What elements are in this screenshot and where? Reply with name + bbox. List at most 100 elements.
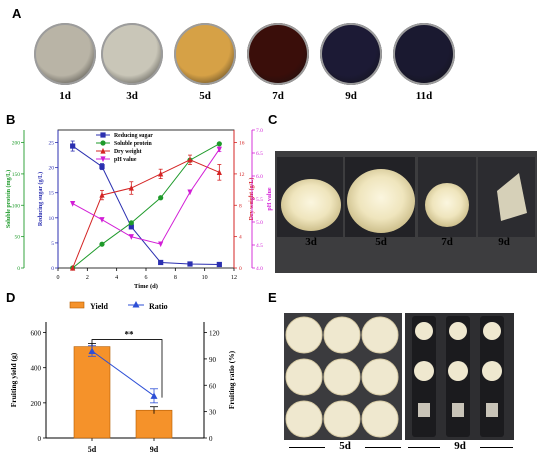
bag-label	[418, 403, 430, 417]
fruiting-body-photo-c	[275, 151, 537, 273]
fruiting-body-5d	[361, 400, 399, 438]
data-point	[187, 156, 193, 163]
plate-label-5d: 5d	[199, 90, 211, 102]
fruiting-body-9d	[448, 361, 468, 381]
fruiting-photo-e-drawing	[284, 313, 514, 440]
photo-e-label-9d: 9d	[440, 440, 480, 452]
series-line	[72, 159, 220, 269]
ph-tick-label: 6.0	[256, 174, 263, 180]
y-tick-label: 200	[31, 400, 42, 408]
dry-weight-tick-label: 0	[239, 266, 242, 272]
series-ph-value	[70, 146, 222, 248]
plate-label-1d: 1d	[59, 90, 71, 102]
data-point	[216, 146, 222, 153]
reducing-sugar-tick-label: 10	[49, 216, 55, 222]
plate-label-9d: 9d	[345, 90, 357, 102]
plate-label-7d: 7d	[272, 90, 284, 102]
data-point	[158, 170, 164, 177]
photo-c-label-3d: 3d	[305, 236, 317, 248]
fruiting-body-5d	[285, 400, 323, 438]
fruiting-body-9d	[449, 322, 467, 340]
panel-d-letter: D	[6, 290, 16, 305]
data-point	[216, 261, 222, 268]
data-point	[70, 143, 76, 149]
series-line	[72, 145, 220, 265]
dry-weight-tick-label: 16	[239, 141, 245, 147]
ph-tick-label: 6.5	[256, 151, 263, 157]
ratio-point	[150, 392, 158, 399]
legend-marker	[100, 147, 106, 154]
photo-c-label-5d: 5d	[375, 236, 387, 248]
fruiting-body-5d	[323, 358, 361, 396]
reducing-sugar-tick-label: 20	[49, 166, 55, 172]
soluble-protein-tick-label: 150	[12, 172, 21, 178]
yield-bar	[73, 346, 111, 439]
soluble-protein-tick-label: 200	[12, 141, 21, 147]
x-tick-label: 10	[202, 275, 208, 281]
fruiting-body-9d	[414, 361, 434, 381]
data-point	[99, 241, 105, 247]
reducing-sugar-axis-label: Reducing sugar (g/L)	[37, 172, 44, 226]
data-point	[70, 264, 76, 271]
ph-tick-label: 4.0	[256, 266, 263, 272]
data-point	[99, 217, 105, 223]
soluble-protein-tick-label: 50	[15, 235, 21, 241]
fruiting-body-9d	[415, 322, 433, 340]
x-tick-label: 12	[231, 275, 237, 281]
x-tick-label: 2	[86, 275, 89, 281]
legend-label: Reducing sugar	[114, 133, 153, 139]
ph-tick-label: 4.5	[256, 243, 263, 249]
fruiting-body-3d	[281, 179, 341, 231]
soluble-protein-tick-label: 0	[17, 266, 20, 272]
series-reducing-sugar	[70, 140, 222, 268]
data-point	[128, 220, 134, 226]
x-tick-label: 4	[115, 275, 118, 281]
ph-axis-label: pH value	[267, 187, 273, 211]
x-category-label: 5d	[88, 445, 97, 454]
legend-label-ratio: Ratio	[149, 302, 168, 311]
data-point	[187, 261, 193, 267]
fruiting-body-5d	[285, 316, 323, 354]
data-point	[158, 259, 164, 266]
y2-tick-label: 120	[209, 330, 220, 338]
y2-tick-label: 30	[209, 409, 217, 417]
data-point	[99, 164, 105, 170]
y-tick-label: 400	[31, 365, 42, 373]
data-point	[70, 201, 76, 207]
x-tick-label: 8	[174, 275, 177, 281]
yield-chart: 0 200 400 600 0 30 60 90 120 Fruiting yield (g) Fr…	[9, 301, 236, 454]
legend-label: Soluble protein	[114, 141, 153, 147]
legend-marker	[100, 132, 106, 138]
plate-label-3d: 3d	[126, 90, 138, 102]
culture-plate-1d	[34, 23, 96, 85]
bag-label	[486, 403, 498, 417]
legend-label: Dry weight	[114, 149, 142, 155]
y-tick-label: 600	[31, 330, 42, 338]
y-tick-label: 0	[38, 435, 42, 443]
fruiting-body-9d	[482, 361, 502, 381]
chart-legend: Yield Ratio	[69, 301, 168, 311]
y2-tick-label: 0	[209, 435, 213, 443]
culture-plate-7d	[247, 23, 309, 85]
fruiting-photo-c-drawing	[275, 151, 537, 273]
data-point	[216, 141, 222, 147]
series-line	[72, 149, 220, 245]
x-tick-label: 6	[145, 275, 148, 281]
data-point	[128, 224, 134, 230]
legend-label: pH value	[114, 157, 137, 163]
significance-bracket	[91, 339, 163, 398]
plate-label-11d: 11d	[415, 90, 433, 102]
data-point	[158, 241, 164, 248]
x-axis-label: Time (d)	[134, 283, 158, 290]
fruiting-body-5d	[323, 400, 361, 438]
legend-marker	[100, 156, 106, 163]
dry-weight-tick-label: 4	[239, 235, 242, 241]
culture-plate-5d	[174, 23, 236, 85]
x-category-label: 9d	[150, 445, 159, 454]
fruiting-body-7d	[425, 183, 469, 227]
panel-a-letter: A	[12, 6, 22, 21]
panel-b-letter: B	[6, 112, 16, 127]
photo-c-label-7d: 7d	[441, 236, 453, 248]
photo-e-label-5d: 5d	[325, 440, 365, 452]
significance-marker: **	[125, 330, 135, 340]
